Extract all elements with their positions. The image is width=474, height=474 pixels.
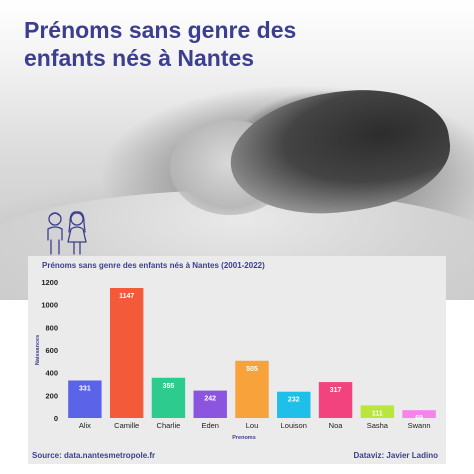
x-tick-label: Noa bbox=[329, 421, 344, 430]
x-tick-label: Swann bbox=[408, 421, 431, 430]
x-tick-label: Alix bbox=[79, 421, 91, 430]
x-tick-label: Charlie bbox=[157, 421, 181, 430]
bar-value-label: 1147 bbox=[119, 293, 134, 300]
chart-title: Prénoms sans genre des enfants nés à Nan… bbox=[42, 261, 265, 270]
y-axis-label: Naissances bbox=[35, 335, 41, 365]
x-tick-label: Sasha bbox=[367, 421, 389, 430]
bar-value-label: 505 bbox=[246, 366, 258, 373]
bar-value-label: 331 bbox=[79, 385, 91, 392]
bar-lou bbox=[235, 360, 269, 418]
title-line-2: enfants nés à Nantes bbox=[24, 45, 255, 71]
source-label: Source: data.nantesmetropole.fr bbox=[32, 451, 156, 460]
y-tick-label: 1000 bbox=[41, 301, 58, 310]
y-tick-label: 600 bbox=[45, 346, 58, 355]
boy-girl-icon bbox=[47, 211, 87, 255]
x-tick-label: Camille bbox=[114, 421, 139, 430]
y-tick-label: 1200 bbox=[41, 278, 58, 287]
y-tick-label: 0 bbox=[54, 414, 58, 423]
bar-value-label: 232 bbox=[288, 397, 300, 404]
bar-eden bbox=[193, 390, 227, 418]
credit-label: Dataviz: Javier Ladino bbox=[353, 451, 438, 460]
bar-alix bbox=[68, 380, 102, 418]
chart-panel: Prénoms sans genre des enfants nés à Nan… bbox=[28, 256, 446, 464]
x-tick-label: Louison bbox=[281, 421, 307, 430]
y-tick-label: 800 bbox=[45, 323, 58, 332]
y-tick-label: 400 bbox=[45, 369, 58, 378]
bar-value-label: 355 bbox=[163, 383, 175, 390]
bar-value-label: 69 bbox=[415, 415, 423, 422]
page-title: Prénoms sans genre des enfants nés à Nan… bbox=[24, 16, 324, 72]
bar-camille bbox=[109, 288, 144, 418]
bar-value-label: 111 bbox=[372, 410, 383, 417]
x-axis-label: Prenoms bbox=[232, 435, 256, 441]
bar-value-label: 317 bbox=[330, 387, 342, 394]
bar-chart: 0 200 400 600 800 1000 1200 Naissances 331 Alix 11… bbox=[35, 278, 436, 441]
y-tick-label: 200 bbox=[45, 391, 58, 400]
bar-value-label: 242 bbox=[204, 396, 216, 403]
x-tick-label: Lou bbox=[246, 421, 259, 430]
bar-noa bbox=[318, 382, 353, 418]
bar-swann bbox=[402, 410, 436, 418]
bar-charlie bbox=[151, 377, 186, 418]
title-line-1: Prénoms sans genre des bbox=[24, 17, 297, 43]
x-tick-label: Eden bbox=[201, 421, 219, 430]
bar-louison bbox=[277, 391, 311, 418]
background-photo bbox=[0, 0, 474, 300]
bar-sasha bbox=[360, 405, 395, 418]
